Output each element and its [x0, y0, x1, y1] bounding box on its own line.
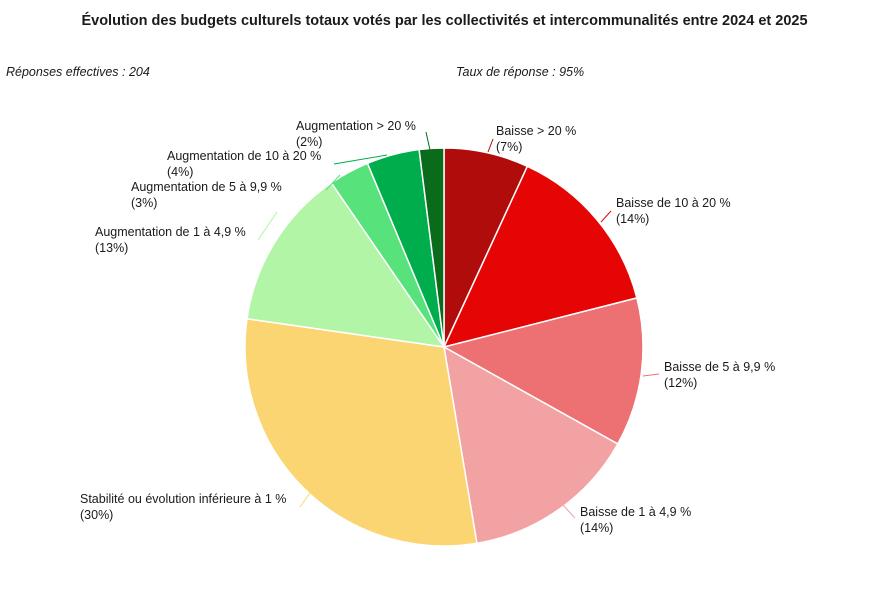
leader-line-2: [600, 210, 612, 223]
leader-line-9: [425, 131, 431, 151]
slice-label-9: Augmentation > 20 %: [296, 119, 416, 133]
slice-percent-8: (4%): [167, 165, 193, 179]
pie-slice-5: [244, 317, 478, 547]
pie-slice-6: [246, 181, 446, 348]
slice-label-8: Augmentation de 10 à 20 %: [167, 149, 321, 163]
leader-line-5: [299, 489, 313, 508]
leader-line-7: [325, 174, 341, 191]
pie-slice-2: [442, 165, 638, 349]
slice-percent-3: (12%): [664, 376, 697, 390]
slice-label-1: Baisse > 20 %: [496, 124, 576, 138]
slice-label-5: Stabilité ou évolution inférieure à 1 %: [80, 492, 286, 506]
slice-label-3: Baisse de 5 à 9,9 %: [664, 360, 775, 374]
slice-percent-1: (7%): [496, 140, 522, 154]
responses-note: Réponses effectives : 204: [6, 65, 150, 79]
leader-line-4: [562, 504, 576, 519]
response-rate-note: Taux de réponse : 95%: [456, 65, 585, 79]
slice-label-4: Baisse de 1 à 4,9 %: [580, 505, 691, 519]
slice-label-6: Augmentation de 1 à 4,9 %: [95, 225, 246, 239]
slice-percent-6: (13%): [95, 241, 128, 255]
slice-percent-2: (14%): [616, 212, 649, 226]
leader-line-3: [642, 373, 660, 377]
pie-slice-9: [418, 147, 445, 348]
slice-percent-7: (3%): [131, 196, 157, 210]
leader-line-1: [487, 138, 494, 153]
slice-percent-9: (2%): [296, 135, 322, 149]
slice-percent-5: (30%): [80, 508, 113, 522]
leader-line-8: [333, 154, 388, 165]
pie-slice-3: [441, 297, 644, 445]
leader-line-6: [257, 211, 278, 241]
slice-percent-4: (14%): [580, 521, 613, 535]
slice-label-7: Augmentation de 5 à 9,9 %: [131, 180, 282, 194]
chart-title: Évolution des budgets culturels totaux v…: [81, 13, 808, 29]
pie-slice-4: [443, 345, 619, 545]
slice-label-2: Baisse de 10 à 20 %: [616, 196, 731, 210]
